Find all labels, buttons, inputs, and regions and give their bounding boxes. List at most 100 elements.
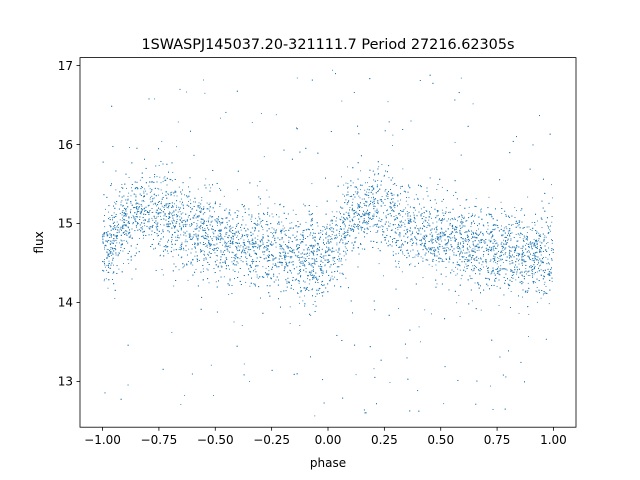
scatter-point bbox=[438, 249, 440, 250]
scatter-point bbox=[179, 211, 181, 213]
scatter-point bbox=[446, 252, 448, 254]
scatter-point bbox=[339, 228, 341, 230]
scatter-point bbox=[547, 225, 549, 227]
scatter-point bbox=[435, 238, 437, 240]
scatter-point bbox=[305, 221, 307, 223]
scatter-point bbox=[343, 221, 344, 223]
scatter-point bbox=[310, 263, 312, 265]
scatter-point bbox=[334, 238, 335, 240]
scatter-point bbox=[478, 269, 480, 271]
scatter-point bbox=[368, 186, 370, 187]
scatter-point bbox=[516, 210, 517, 212]
scatter-point bbox=[289, 222, 291, 224]
scatter-point bbox=[234, 234, 236, 236]
scatter-point bbox=[331, 211, 333, 213]
scatter-point bbox=[299, 302, 300, 304]
scatter-point bbox=[256, 185, 258, 187]
scatter-point bbox=[508, 287, 510, 289]
scatter-point bbox=[436, 241, 437, 243]
scatter-point bbox=[534, 265, 536, 267]
scatter-point bbox=[344, 238, 346, 240]
scatter-point bbox=[290, 227, 292, 229]
scatter-point bbox=[407, 218, 409, 220]
scatter-point bbox=[493, 269, 494, 271]
scatter-point bbox=[507, 283, 509, 285]
scatter-point bbox=[534, 252, 536, 254]
scatter-point bbox=[339, 211, 341, 213]
scatter-point bbox=[478, 258, 480, 259]
scatter-point bbox=[511, 232, 513, 234]
scatter-point bbox=[211, 253, 212, 255]
scatter-point bbox=[453, 217, 455, 219]
scatter-point bbox=[521, 248, 523, 250]
scatter-point bbox=[536, 291, 538, 293]
scatter-point bbox=[247, 239, 249, 241]
scatter-point bbox=[262, 229, 264, 231]
scatter-point bbox=[277, 261, 279, 263]
scatter-point bbox=[422, 198, 424, 200]
scatter-point bbox=[264, 251, 266, 253]
scatter-point bbox=[368, 218, 370, 220]
scatter-point bbox=[425, 210, 427, 212]
scatter-point bbox=[132, 215, 134, 217]
scatter-point bbox=[544, 235, 546, 237]
scatter-point bbox=[152, 219, 154, 221]
scatter-point bbox=[239, 246, 241, 248]
scatter-point bbox=[118, 268, 120, 270]
scatter-point bbox=[440, 227, 442, 229]
scatter-point bbox=[285, 257, 287, 259]
scatter-point bbox=[341, 216, 343, 218]
scatter-point bbox=[257, 277, 259, 279]
scatter-point bbox=[480, 209, 482, 211]
scatter-point bbox=[370, 217, 371, 219]
scatter-point bbox=[405, 200, 407, 202]
scatter-point bbox=[527, 275, 529, 277]
scatter-point bbox=[490, 237, 492, 239]
scatter-point bbox=[162, 274, 164, 276]
scatter-point bbox=[390, 206, 392, 208]
scatter-point bbox=[133, 216, 135, 218]
scatter-point bbox=[149, 191, 151, 193]
scatter-point bbox=[246, 246, 248, 248]
scatter-point bbox=[355, 211, 357, 213]
scatter-point bbox=[471, 255, 473, 256]
scatter-point bbox=[155, 222, 157, 224]
scatter-point bbox=[250, 266, 251, 268]
scatter-point bbox=[128, 177, 130, 178]
scatter-point bbox=[549, 230, 551, 232]
scatter-point bbox=[345, 247, 347, 249]
scatter-point bbox=[352, 182, 354, 184]
scatter-point bbox=[372, 185, 374, 187]
scatter-point bbox=[517, 240, 519, 242]
scatter-point bbox=[311, 183, 313, 185]
scatter-point bbox=[531, 229, 533, 231]
scatter-point bbox=[545, 285, 547, 287]
scatter-point bbox=[300, 233, 302, 235]
scatter-point bbox=[452, 219, 454, 221]
scatter-point bbox=[392, 209, 393, 211]
scatter-point bbox=[206, 202, 208, 204]
scatter-point bbox=[361, 198, 363, 200]
scatter-point bbox=[259, 261, 260, 263]
scatter-point bbox=[202, 218, 204, 220]
scatter-point bbox=[505, 214, 507, 215]
scatter-point bbox=[309, 273, 311, 275]
scatter-point bbox=[505, 252, 507, 253]
scatter-point bbox=[386, 242, 388, 244]
scatter-point bbox=[214, 211, 215, 213]
scatter-point bbox=[311, 251, 313, 253]
scatter-point bbox=[172, 222, 174, 223]
scatter-point bbox=[496, 248, 498, 250]
scatter-point bbox=[389, 382, 391, 384]
scatter-point bbox=[216, 259, 218, 261]
scatter-point bbox=[438, 243, 440, 245]
scatter-point bbox=[394, 207, 396, 209]
scatter-point bbox=[278, 273, 280, 275]
scatter-point bbox=[267, 245, 269, 246]
scatter-point bbox=[326, 223, 328, 225]
scatter-point bbox=[232, 263, 234, 265]
scatter-point bbox=[533, 273, 535, 275]
scatter-point bbox=[375, 232, 377, 233]
scatter-point bbox=[220, 217, 222, 219]
scatter-point bbox=[377, 191, 378, 192]
